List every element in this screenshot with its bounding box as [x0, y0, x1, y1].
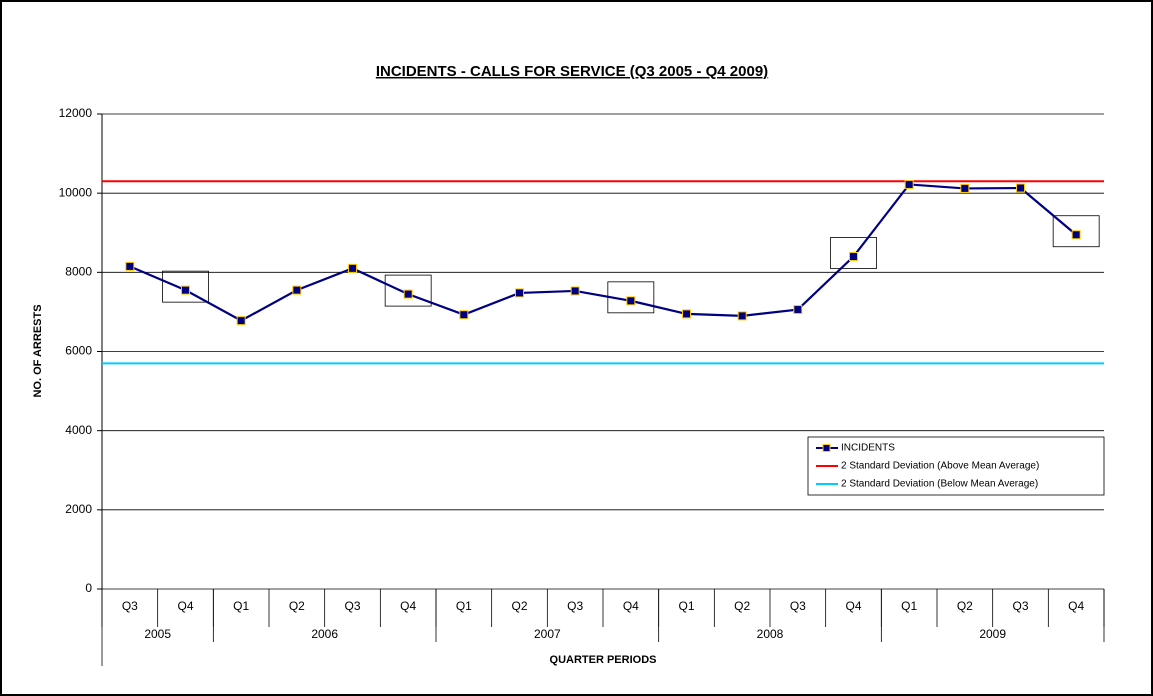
- group-label: 2009: [979, 627, 1006, 641]
- x-tick-label: Q4: [177, 599, 193, 613]
- marker: [737, 311, 747, 321]
- x-tick-label: Q4: [845, 599, 861, 613]
- x-tick-label: Q3: [1012, 599, 1028, 613]
- highlight-box: [162, 270, 209, 303]
- group-label: 2005: [144, 627, 171, 641]
- group-label: 2008: [757, 627, 784, 641]
- marker: [459, 310, 469, 320]
- marker: [1071, 230, 1081, 240]
- series-line: [129, 183, 1077, 322]
- x-tick-label: Q1: [456, 599, 472, 613]
- x-tick-label: Q2: [734, 599, 750, 613]
- x-tick-label: Q3: [567, 599, 583, 613]
- x-tick-label: Q2: [511, 599, 527, 613]
- marker: [181, 285, 190, 295]
- legend-box: [807, 436, 1105, 496]
- y-tick-label: 6000: [65, 344, 92, 358]
- marker: [904, 179, 914, 189]
- marker: [626, 296, 636, 306]
- marker: [403, 289, 413, 299]
- x-tick-label: Q3: [790, 599, 806, 613]
- highlight-box: [830, 237, 877, 269]
- marker: [125, 261, 135, 271]
- y-tick-label: 10000: [59, 185, 93, 199]
- y-tick-label: 0: [85, 581, 92, 595]
- x-tick-label: Q3: [122, 599, 138, 613]
- marker: [682, 309, 691, 319]
- legend-label: 2 Standard Deviation (Below Mean Average…: [841, 479, 1038, 490]
- marker: [1016, 183, 1025, 193]
- marker: [515, 288, 524, 298]
- marker: [960, 183, 970, 193]
- legend-label: 2 Standard Deviation (Above Mean Average…: [841, 461, 1039, 472]
- highlight-box: [384, 274, 432, 307]
- y-axis-label: NO. OF ARRESTS: [32, 304, 44, 397]
- x-tick-label: Q4: [1068, 599, 1084, 613]
- marker: [570, 286, 580, 296]
- y-tick-label: 8000: [65, 265, 92, 279]
- x-tick-label: Q3: [344, 599, 360, 613]
- legend-marker: [822, 444, 831, 452]
- y-tick-label: 12000: [59, 106, 93, 120]
- x-tick-label: Q2: [289, 599, 305, 613]
- x-tick-label: Q4: [623, 599, 639, 613]
- group-label: 2007: [534, 627, 561, 641]
- group-label: 2006: [311, 627, 338, 641]
- x-tick-label: Q1: [678, 599, 694, 613]
- marker: [292, 285, 302, 295]
- chart-title: INCIDENTS - CALLS FOR SERVICE (Q3 2005 -…: [376, 63, 768, 80]
- legend-label: INCIDENTS: [841, 443, 895, 454]
- x-axis-label: QUARTER PERIODS: [550, 654, 657, 666]
- marker: [236, 316, 246, 326]
- marker: [348, 263, 357, 273]
- y-tick-label: 4000: [65, 423, 92, 437]
- marker: [849, 252, 858, 261]
- marker: [793, 305, 803, 315]
- x-tick-label: Q1: [901, 599, 917, 613]
- x-tick-label: Q2: [957, 599, 973, 613]
- x-tick-label: Q1: [233, 599, 249, 613]
- x-tick-label: Q4: [400, 599, 416, 613]
- y-tick-label: 2000: [65, 502, 92, 516]
- highlight-box: [1052, 215, 1100, 248]
